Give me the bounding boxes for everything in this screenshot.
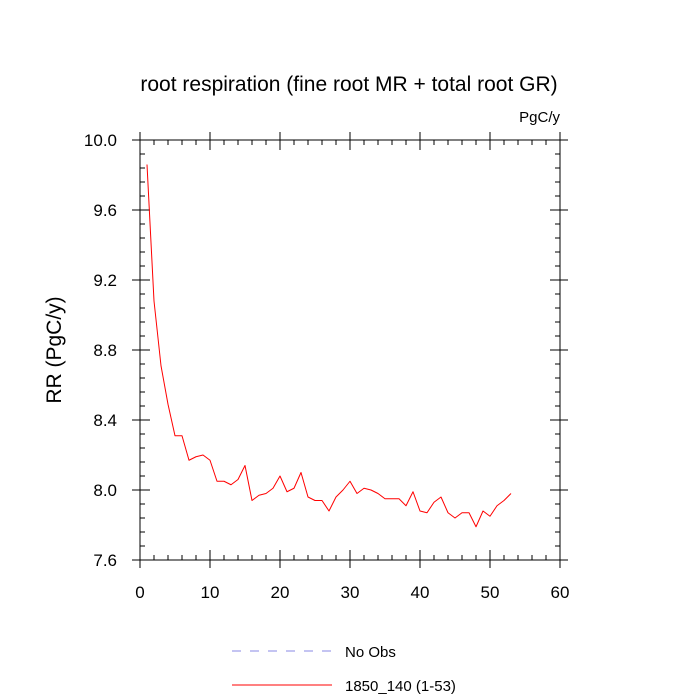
tick-labels: 0 10 20 30 40 50 60 7.6 8.0 8.4 8.8 9.2 9.6 10.0 — [84, 131, 570, 602]
axis-ticks — [132, 132, 568, 568]
y-tick-label: 9.6 — [93, 201, 117, 220]
x-tick-label: 10 — [201, 583, 220, 602]
y-tick-label: 8.0 — [93, 481, 117, 500]
plot-frame — [139, 139, 561, 561]
y-tick-label: 8.4 — [93, 411, 117, 430]
legend: No Obs 1850_140 (1-53) — [232, 644, 456, 695]
x-tick-label: 40 — [411, 583, 430, 602]
units-label: PgC/y — [519, 109, 560, 126]
y-tick-label: 7.6 — [93, 551, 117, 570]
x-tick-label: 50 — [481, 583, 500, 602]
legend-label-1850-140: 1850_140 (1-53) — [345, 678, 456, 695]
y-tick-label: 9.2 — [93, 271, 117, 290]
x-tick-label: 30 — [341, 583, 360, 602]
chart-title: root respiration (fine root MR + total r… — [140, 73, 557, 96]
series-layer — [146, 164, 512, 528]
y-tick-label: 8.8 — [93, 341, 117, 360]
x-tick-label: 0 — [135, 583, 144, 602]
series-line-1 — [146, 164, 512, 528]
x-tick-label: 60 — [551, 583, 570, 602]
x-tick-label: 20 — [271, 583, 290, 602]
y-axis-label: RR (PgC/y) — [43, 296, 66, 403]
legend-label-no-obs: No Obs — [345, 644, 396, 661]
y-tick-label: 10.0 — [84, 131, 117, 150]
